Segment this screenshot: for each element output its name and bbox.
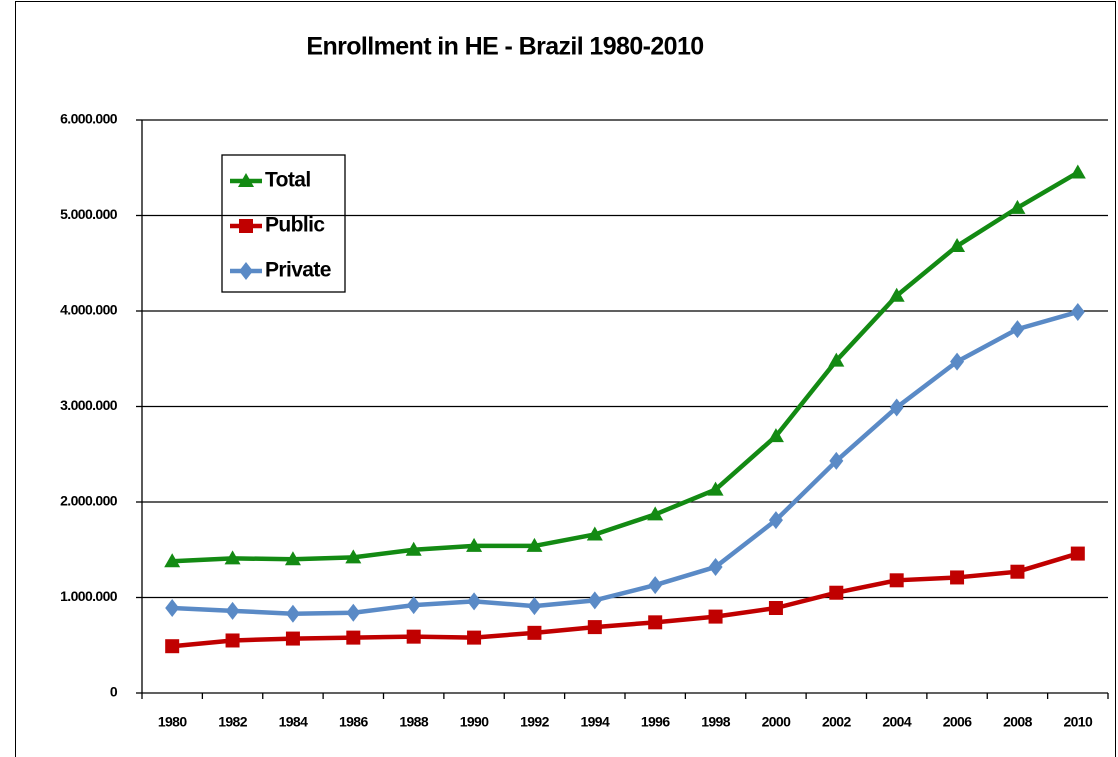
marker [889, 398, 904, 417]
x-tick-label: 2000 [762, 714, 792, 730]
marker [949, 238, 966, 253]
x-tick-label: 1996 [641, 714, 671, 730]
marker [950, 352, 965, 371]
marker [165, 639, 180, 654]
marker [829, 451, 844, 470]
series-line [171, 551, 1079, 649]
marker [406, 629, 421, 644]
y-tick-label: 3.000.000 [60, 397, 118, 413]
marker [239, 262, 253, 280]
marker [225, 601, 240, 620]
legend-label: Private [265, 259, 331, 282]
x-tick-label: 1998 [701, 714, 731, 730]
marker [346, 630, 361, 645]
marker [648, 576, 663, 595]
series-line [172, 309, 1079, 616]
marker [708, 609, 723, 624]
y-tick-label: 0 [110, 684, 118, 700]
marker [406, 596, 421, 615]
marker [768, 511, 783, 530]
marker [225, 633, 240, 648]
marker [950, 570, 965, 585]
marker [829, 585, 844, 600]
marker [828, 352, 845, 367]
marker [647, 506, 664, 521]
x-tick-label: 1988 [399, 714, 429, 730]
x-tick-label: 1992 [520, 714, 550, 730]
marker [707, 481, 724, 496]
marker [164, 553, 181, 568]
marker [345, 549, 362, 564]
x-tick-label: 1980 [158, 714, 188, 730]
marker [285, 604, 300, 623]
x-tick-label: 2004 [882, 714, 912, 730]
marker [467, 630, 482, 645]
marker [1069, 164, 1086, 179]
marker [587, 591, 602, 610]
marker [285, 631, 300, 646]
y-tick-label: 1.000.000 [60, 588, 118, 604]
x-tick-label: 1990 [460, 714, 490, 730]
y-tick-label: 5.000.000 [60, 206, 118, 222]
marker [768, 601, 783, 616]
marker [467, 592, 482, 611]
marker [708, 557, 723, 576]
marker [527, 625, 542, 640]
x-tick-label: 2008 [1003, 714, 1033, 730]
x-tick-label: 2010 [1063, 714, 1093, 730]
x-tick-label: 2002 [822, 714, 852, 730]
marker [165, 599, 180, 618]
marker [466, 537, 483, 552]
marker [767, 428, 784, 443]
y-tick-label: 6.000.000 [60, 111, 118, 127]
marker [586, 526, 603, 541]
legend: Total Public Private [221, 154, 346, 293]
chart-title: Enrollment in HE - Brazil 1980-2010 [306, 33, 703, 61]
marker [239, 219, 253, 233]
legend-label: Public [265, 214, 325, 237]
marker [1010, 564, 1025, 579]
marker [889, 573, 904, 588]
legend-label: Total [265, 169, 311, 192]
x-tick-label: 1984 [279, 714, 309, 730]
marker [888, 287, 905, 302]
marker [1070, 546, 1085, 561]
x-tick-label: 1986 [339, 714, 369, 730]
marker [648, 615, 663, 630]
x-tick-label: 1994 [580, 714, 610, 730]
marker [346, 603, 361, 622]
series-line [172, 170, 1079, 564]
marker [526, 537, 543, 552]
marker [1010, 320, 1025, 339]
marker [224, 550, 241, 565]
marker [284, 551, 301, 566]
x-tick-label: 2006 [943, 714, 973, 730]
marker [1009, 199, 1026, 214]
marker [238, 173, 254, 187]
marker [587, 620, 602, 635]
marker [405, 541, 422, 556]
y-tick-label: 2.000.000 [60, 493, 118, 509]
marker [1070, 302, 1085, 321]
x-tick-label: 1982 [218, 714, 248, 730]
marker [527, 597, 542, 616]
y-tick-label: 4.000.000 [60, 302, 118, 318]
